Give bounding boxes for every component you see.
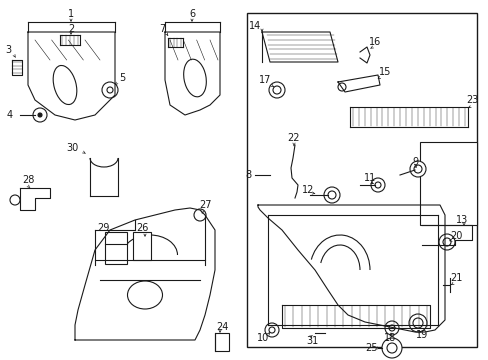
Circle shape [438,234,454,250]
Circle shape [327,191,335,199]
Text: 3: 3 [5,45,11,55]
Circle shape [107,87,113,93]
Circle shape [386,343,396,353]
Text: 22: 22 [286,133,299,143]
Text: 25: 25 [365,343,378,353]
Circle shape [413,165,421,173]
Circle shape [268,82,285,98]
Ellipse shape [127,281,162,309]
Circle shape [10,195,20,205]
Bar [105,232,127,264]
Bar [419,142,476,225]
Text: 31: 31 [305,336,318,346]
Circle shape [38,113,42,117]
Text: 14: 14 [248,21,261,31]
Text: 2: 2 [68,24,74,34]
Text: 30: 30 [66,143,78,153]
Text: 13: 13 [455,215,467,225]
Bar [246,13,476,347]
Text: 9: 9 [411,157,417,167]
Circle shape [268,327,274,333]
Circle shape [33,108,47,122]
Text: 6: 6 [188,9,195,19]
Text: 24: 24 [215,322,228,332]
Text: 29: 29 [97,223,109,233]
Circle shape [324,187,339,203]
Text: 16: 16 [368,37,380,47]
Circle shape [412,318,422,328]
Circle shape [374,182,380,188]
Circle shape [408,314,426,332]
Text: 15: 15 [378,67,390,77]
Circle shape [388,325,394,331]
Text: 28: 28 [22,175,34,185]
Circle shape [194,209,205,221]
Text: 27: 27 [198,200,211,210]
Circle shape [384,321,398,335]
Circle shape [337,83,346,91]
Circle shape [370,178,384,192]
Text: 7: 7 [159,24,165,34]
Circle shape [409,161,425,177]
Text: 5: 5 [119,73,125,83]
Circle shape [442,238,450,246]
Text: 23: 23 [465,95,477,105]
Text: 8: 8 [244,170,250,180]
Text: 18: 18 [383,333,395,343]
Text: 12: 12 [301,185,314,195]
Text: 4: 4 [7,110,13,120]
Bar [215,333,228,351]
Text: 26: 26 [136,223,148,233]
Text: 21: 21 [449,273,461,283]
Text: 11: 11 [363,173,375,183]
Circle shape [381,338,401,358]
Bar [133,232,151,260]
Text: 17: 17 [258,75,271,85]
Circle shape [264,323,279,337]
Text: 1: 1 [68,9,74,19]
Circle shape [102,82,118,98]
Text: 20: 20 [449,231,461,241]
Text: 10: 10 [256,333,268,343]
Text: 19: 19 [415,330,427,340]
Circle shape [272,86,281,94]
